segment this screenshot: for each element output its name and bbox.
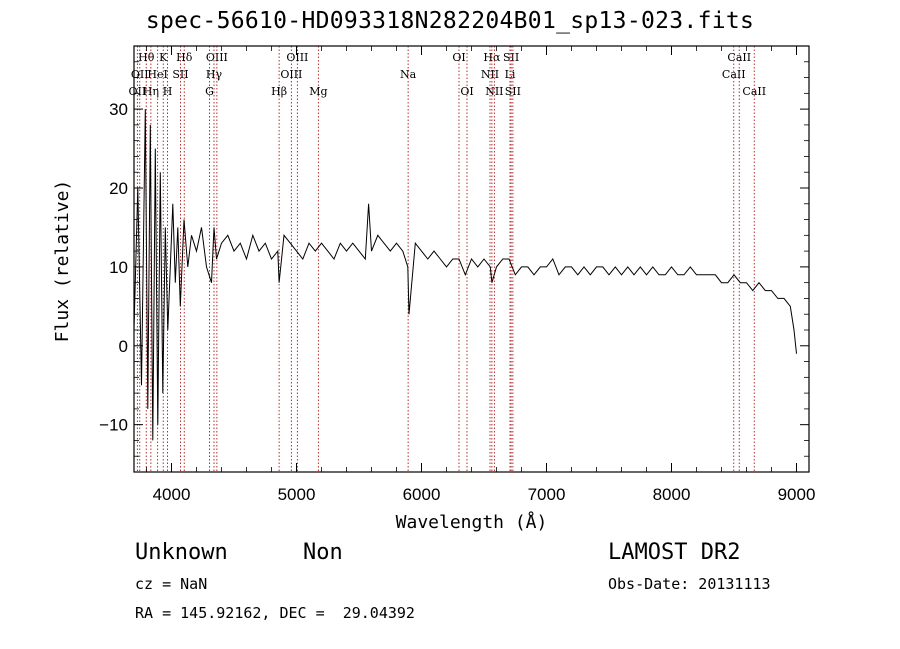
line-label-5: HeI xyxy=(147,68,167,81)
object-class: Unknown xyxy=(135,540,228,565)
line-label-16: Na xyxy=(400,68,417,81)
line-label-1: Hθ xyxy=(138,51,155,64)
line-label-7: Hδ xyxy=(176,51,193,64)
xtick-label-7000: 7000 xyxy=(528,485,566,504)
ytick-label-20: 20 xyxy=(109,179,128,198)
line-label-12: Hβ xyxy=(271,85,287,98)
chart-title: spec-56610-HD093318N282204B01_sp13-023.f… xyxy=(145,8,755,34)
line-label-15: Mg xyxy=(309,85,327,98)
line-label-26: CaII xyxy=(722,68,746,81)
line-label-25: CaII xyxy=(727,51,751,64)
redshift-info: cz = NaN xyxy=(135,575,208,593)
line-label-3: Hη xyxy=(143,85,159,98)
xtick-label-6000: 6000 xyxy=(403,485,441,504)
xtick-label-9000: 9000 xyxy=(778,485,816,504)
spectrum-data xyxy=(133,109,797,441)
observation-date: Obs-Date: 20131113 xyxy=(608,575,771,593)
line-label-19: Hα xyxy=(483,51,501,64)
ytick-label-30: 30 xyxy=(109,100,128,119)
line-label-23: Li xyxy=(505,68,516,81)
axis-labels: Wavelength (Å) Flux (relative) xyxy=(52,180,547,533)
xtick-label-5000: 5000 xyxy=(278,485,316,504)
line-label-20: NII xyxy=(481,68,499,81)
x-axis-label: Wavelength (Å) xyxy=(396,511,548,533)
ytick-label-0: 0 xyxy=(119,337,128,356)
line-label-10: Hγ xyxy=(206,68,223,81)
coordinates: RA = 145.92162, DEC = 29.04392 xyxy=(135,604,415,622)
line-label-27: CaII xyxy=(742,85,766,98)
line-label-22: SII xyxy=(503,51,519,64)
line-label-14: OIII xyxy=(280,68,302,81)
line-label-24: SII xyxy=(505,85,521,98)
line-label-18: OI xyxy=(460,85,473,98)
line-label-21: NII xyxy=(485,85,503,98)
line-label-9: OIII xyxy=(206,51,228,64)
ytick-label-10: 10 xyxy=(109,258,128,277)
axis-ticks: 4000 5000 6000 7000 8000 9000 −10 0 10 20 30 xyxy=(99,46,815,504)
line-label-4: K xyxy=(159,51,168,64)
survey-name: LAMOST DR2 xyxy=(608,540,741,565)
line-label-13: OIII xyxy=(286,51,308,64)
object-subclass: Non xyxy=(303,540,343,565)
ytick-label--10: −10 xyxy=(99,416,128,435)
xtick-label-8000: 8000 xyxy=(653,485,691,504)
line-label-0: OII xyxy=(129,85,147,98)
line-label-17: OI xyxy=(452,51,465,64)
line-label-8: SII xyxy=(172,68,188,81)
y-axis-label: Flux (relative) xyxy=(52,180,73,343)
spectrum-line xyxy=(133,109,797,441)
line-label-6: H xyxy=(163,85,173,98)
xtick-label-4000: 4000 xyxy=(153,485,191,504)
line-label-11: G xyxy=(205,85,214,98)
